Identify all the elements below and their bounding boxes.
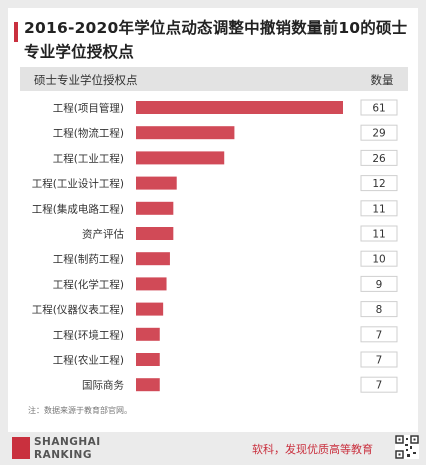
bar	[136, 126, 235, 140]
bar	[136, 151, 225, 165]
value-box	[360, 99, 398, 116]
value-label: 11	[372, 203, 385, 215]
chart-title: 2016-2020年学位点动态调整中撤销数量前10的硕士专业学位授权点	[24, 19, 408, 61]
value-label: 8	[376, 304, 383, 316]
category-label: 工程(集成电路工程)	[32, 202, 124, 215]
bar-chart: 工程(项目管理) 61 工程(物流工程) 29 工程(工业工程) 26 工程(工业设计工程)…	[32, 99, 398, 393]
column-header-category: 硕士专业学位授权点	[34, 73, 138, 87]
category-label: 国际商务	[82, 379, 124, 392]
category-label: 工程(仪器仪表工程)	[32, 303, 124, 316]
value-box	[360, 250, 398, 267]
value-box	[360, 124, 398, 141]
value-label: 7	[376, 329, 383, 341]
value-label: 11	[372, 229, 385, 241]
bar	[136, 353, 160, 366]
bar	[136, 201, 174, 215]
value-box	[360, 200, 398, 217]
value-label: 26	[372, 153, 386, 165]
category-label: 资产评估	[82, 228, 124, 241]
column-header-count: 数量	[370, 73, 394, 87]
title-accent-bar	[14, 22, 18, 42]
bar	[136, 176, 177, 190]
category-label: 工程(物流工程)	[53, 127, 124, 140]
value-box	[360, 275, 398, 292]
value-box	[360, 326, 398, 343]
value-box	[360, 351, 398, 368]
category-label: 工程(农业工程)	[53, 354, 124, 367]
value-label: 61	[372, 103, 385, 115]
value-label: 10	[372, 254, 385, 266]
category-label: 工程(工业设计工程)	[32, 177, 124, 190]
bar	[136, 302, 164, 316]
category-label: 工程(项目管理)	[53, 102, 124, 115]
value-box	[360, 175, 398, 192]
bar	[136, 378, 160, 392]
qr-code-icon	[395, 435, 419, 459]
category-label: 工程(工业工程)	[53, 153, 124, 165]
category-label: 工程(环境工程)	[53, 328, 124, 341]
bar	[136, 227, 174, 240]
category-label: 工程(制药工程)	[53, 253, 124, 266]
value-label: 29	[372, 128, 385, 140]
logo-text-ranking: RANKING	[34, 449, 92, 461]
value-box	[360, 376, 398, 393]
value-label: 12	[372, 178, 385, 190]
value-box	[360, 149, 398, 166]
bar	[136, 101, 343, 114]
value-box	[360, 301, 398, 318]
value-label: 9	[376, 279, 383, 291]
value-label: 7	[376, 355, 383, 367]
bar	[136, 327, 160, 341]
footer-slogan: 软科，发现优质高等教育	[252, 443, 373, 456]
value-box	[360, 225, 398, 242]
bar	[136, 252, 170, 266]
column-header-band	[20, 67, 408, 91]
value-label: 7	[376, 380, 383, 392]
footer-bar	[0, 432, 426, 465]
logo-text-shanghai: SHANGHAI	[34, 436, 101, 448]
source-note: 注：数据来源于教育部官网。	[28, 406, 132, 415]
category-label: 工程(化学工程)	[53, 278, 124, 291]
shanghai-ranking-logo-icon	[12, 437, 30, 459]
bar	[136, 277, 167, 291]
